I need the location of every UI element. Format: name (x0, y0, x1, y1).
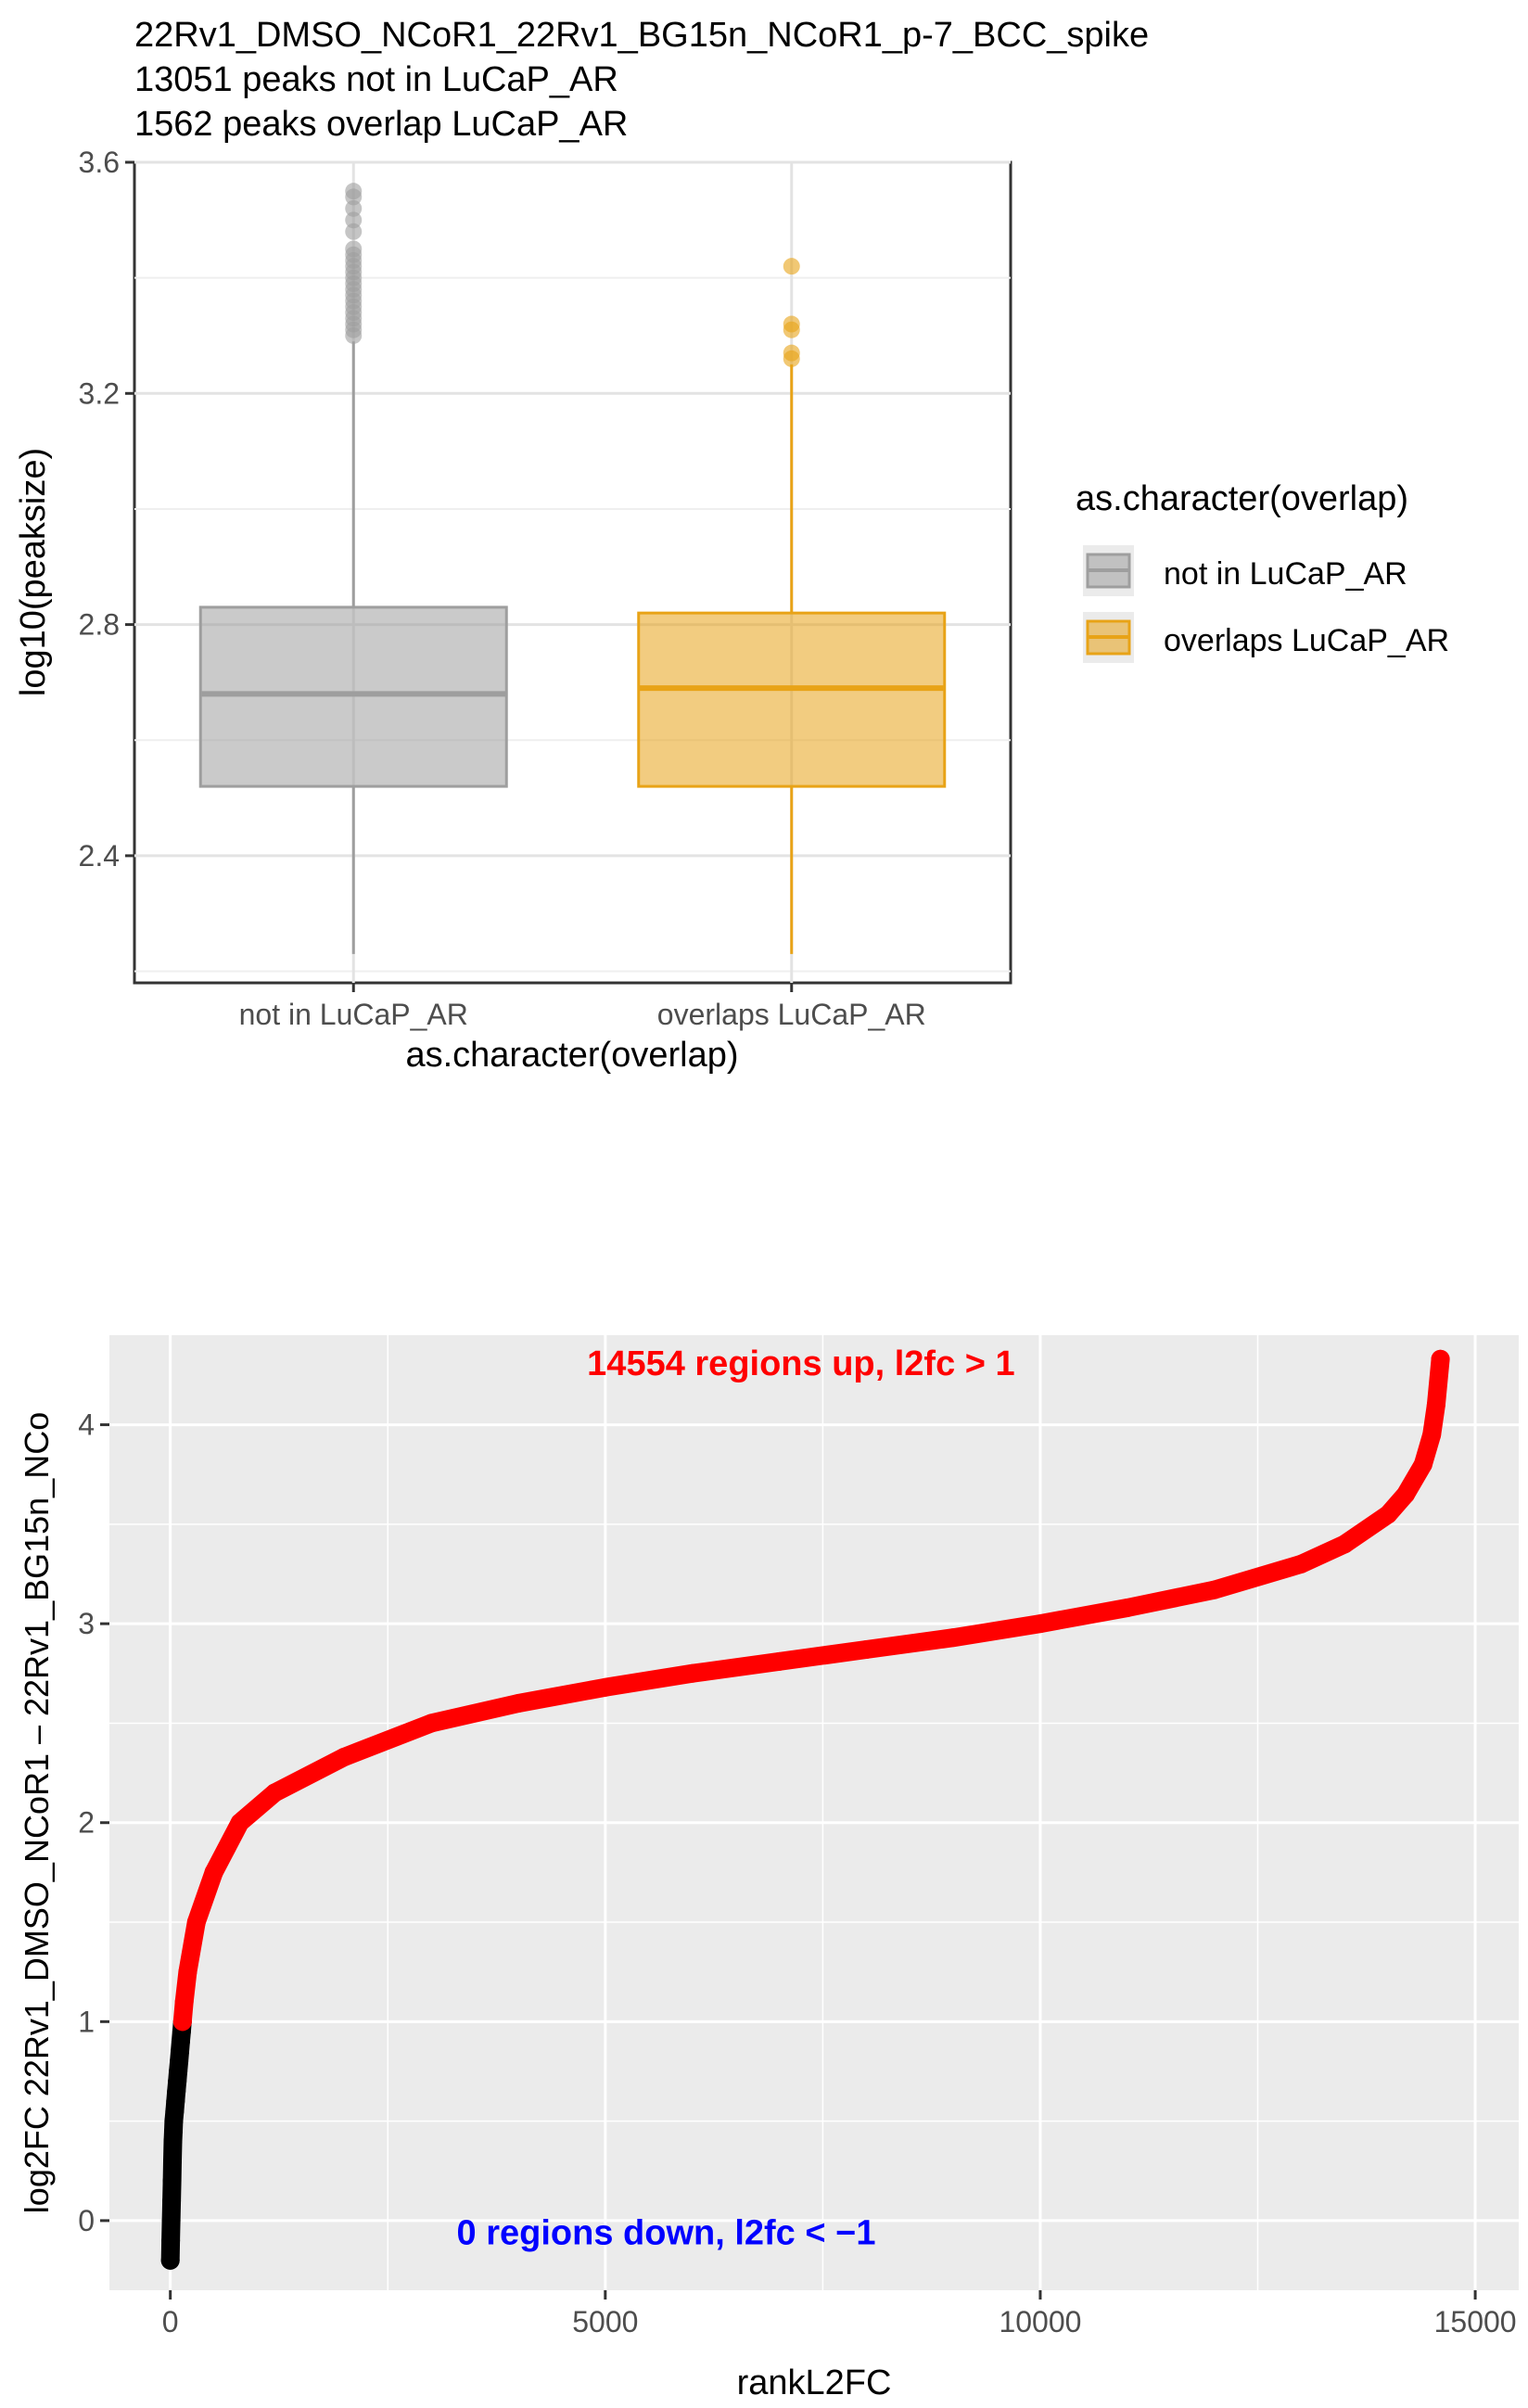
sc-y-tick-label: 4 (78, 1408, 95, 1442)
sc-y-tick-label: 2 (78, 1806, 95, 1840)
box-y-tick-label: 3.2 (79, 376, 120, 410)
sc-x-tick-label: 15000 (1434, 2305, 1517, 2338)
legend-key-overlaps (1083, 612, 1134, 663)
scatter-y-ticks: 0 1 2 3 4 (78, 1408, 109, 2237)
scatter-point (422, 1714, 441, 1733)
scatter-point (770, 1651, 789, 1671)
box-outlier-point (345, 240, 363, 258)
legend-label-not-in: not in LuCaP_AR (1164, 556, 1407, 592)
legend-title: as.character(overlap) (1076, 479, 1408, 518)
box-y-tick-label: 2.8 (79, 608, 120, 642)
legend-label-overlaps: overlaps LuCaP_AR (1164, 623, 1449, 658)
annotation-regions-down: 0 regions down, l2fc < −1 (457, 2214, 876, 2253)
scatter-point (163, 2151, 183, 2171)
scatter-point (162, 2171, 182, 2190)
sc-y-tick-label: 3 (78, 1607, 95, 1640)
scatter-point (857, 1640, 876, 1660)
boxplot-marks (198, 183, 947, 954)
scatter-point (944, 1628, 963, 1648)
box-not-in-lucap (198, 183, 508, 954)
box-outlier-point (345, 211, 363, 229)
scatter-marks (160, 1349, 1450, 2270)
sc-x-tick-label: 5000 (572, 2305, 638, 2338)
scatter-point (174, 1992, 194, 2011)
sc-x-tick-label: 0 (162, 2305, 179, 2338)
box-overlaps-lucap (637, 258, 947, 954)
scatter-point (1426, 1395, 1445, 1415)
scatter-x-ticks: 0 5000 10000 15000 (162, 2290, 1517, 2338)
box-outlier-point (345, 183, 363, 200)
scatter-point (172, 2012, 192, 2032)
box-y-tick-label: 3.6 (79, 146, 120, 179)
boxplot-chart: 22Rv1_DMSO_NCoR1_22Rv1_BG15n_NCoR1_p-7_B… (14, 16, 1449, 1075)
scatter-point (1431, 1349, 1450, 1369)
box-y-tick-label: 2.4 (79, 839, 120, 873)
scatter-point (1379, 1505, 1398, 1524)
scatter-point (162, 2191, 182, 2211)
boxplot-y-ticks: 2.4 2.8 3.2 3.6 (79, 146, 134, 873)
scatter-y-axis-label: log2FC 22Rv1_DMSO_NCoR1 – 22Rv1_BG15n_NC… (18, 1412, 56, 2213)
scatter-point (161, 2231, 181, 2250)
boxplot-x-ticks: not in LuCaP_AR overlaps LuCaP_AR (239, 983, 926, 1031)
scatter-point (1292, 1554, 1311, 1573)
scatter-point (160, 2250, 180, 2270)
scatter-point (1422, 1425, 1442, 1445)
annotation-regions-up: 14554 regions up, l2fc > 1 (587, 1344, 1015, 1383)
box-outlier-point (345, 223, 363, 240)
scatter-point (508, 1693, 528, 1713)
scatter-x-axis-label: rankL2FC (737, 2363, 892, 2402)
box-x-tick-label: overlaps LuCaP_AR (657, 998, 926, 1031)
scatter-gridlines (109, 1335, 1519, 2290)
boxplot-title-line-1: 22Rv1_DMSO_NCoR1_22Rv1_BG15n_NCoR1_p-7_B… (134, 16, 1149, 55)
scatter-point (682, 1663, 702, 1683)
box-x-tick-label: not in LuCaP_AR (239, 998, 468, 1031)
box-outlier-point (345, 199, 363, 217)
scatter-point (230, 1813, 249, 1832)
boxplot-panel (133, 160, 1012, 985)
scatter-point (1396, 1484, 1416, 1504)
boxplot-x-axis-label: as.character(overlap) (405, 1036, 738, 1075)
scatter-point (1413, 1455, 1432, 1474)
scatter-point (178, 1962, 197, 1981)
legend-key-not-in (1083, 545, 1134, 596)
series-red-points (172, 1349, 1450, 2032)
scatter-point (1030, 1614, 1050, 1634)
boxplot-title-line-2: 13051 peaks not in LuCaP_AR (134, 60, 618, 99)
scatter-chart: 0 1 2 3 4 0 5000 10000 15000 14554 regions up, … (18, 1335, 1519, 2402)
scatter-point (161, 2211, 181, 2230)
scatter-point (335, 1747, 354, 1766)
boxplot-legend: as.character(overlap) not in LuCaP_AR ov… (1076, 479, 1449, 663)
scatter-point (1335, 1535, 1355, 1554)
box-outlier-point (783, 258, 800, 275)
sc-x-tick-label: 10000 (999, 2305, 1081, 2338)
box-iqr (637, 611, 947, 788)
sc-y-tick-label: 1 (78, 2005, 95, 2038)
scatter-point (186, 1913, 206, 1932)
sc-y-tick-label: 0 (78, 2204, 95, 2237)
box-iqr (198, 605, 508, 788)
boxplot-y-axis-label: log10(peaksize) (14, 448, 53, 696)
scatter-point (595, 1677, 615, 1697)
scatter-point (1204, 1580, 1224, 1599)
scatter-point (265, 1783, 285, 1803)
scatter-panel (109, 1335, 1519, 2290)
box-outlier-point (783, 315, 800, 333)
box-outlier-point (783, 344, 800, 362)
scatter-point (204, 1863, 223, 1882)
boxplot-title-line-3: 1562 peaks overlap LuCaP_AR (134, 105, 628, 144)
scatter-point (1117, 1598, 1137, 1617)
